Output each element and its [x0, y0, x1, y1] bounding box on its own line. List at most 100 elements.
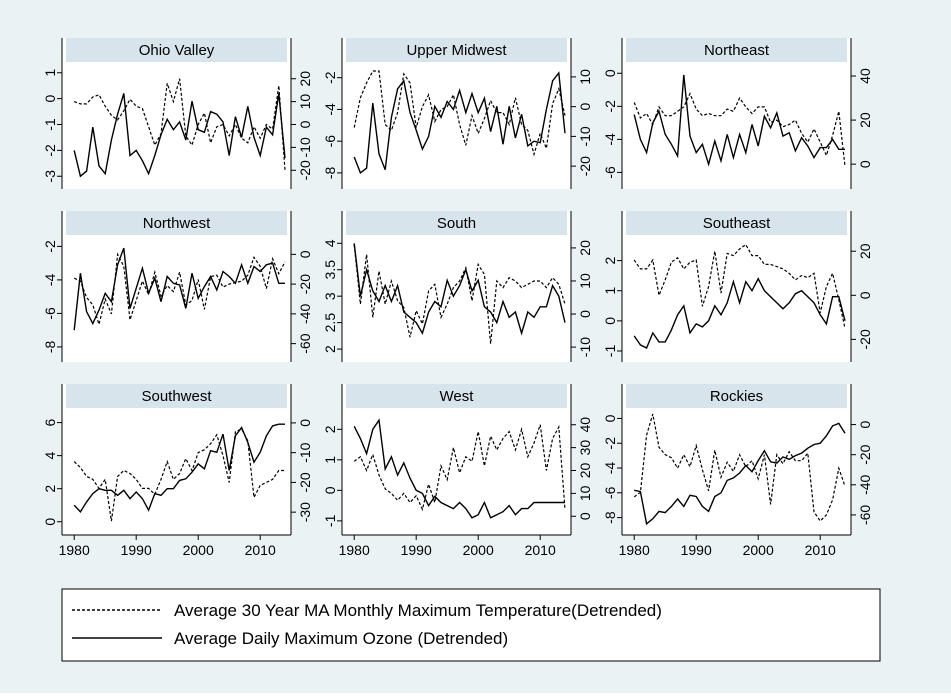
panel-title: Upper Midwest	[406, 42, 507, 59]
temperature-series-line	[353, 244, 566, 344]
plot-area	[62, 38, 291, 189]
x-tick-label: 2010	[805, 542, 836, 558]
x-tick-label: 2000	[743, 542, 774, 558]
left-tick-label: -2	[42, 240, 58, 253]
right-tick-label: -20	[297, 274, 313, 294]
right-tick-label: 10	[577, 273, 593, 289]
ozone-series-line	[73, 423, 285, 513]
right-tick-label: -30	[297, 502, 313, 522]
left-tick-label: 2	[42, 485, 58, 493]
legend-box	[61, 588, 881, 662]
temperature-series-line	[633, 92, 846, 167]
ozone-series-line	[634, 422, 846, 526]
right-tick-label: -60	[297, 333, 313, 353]
left-tick-label: -6	[602, 166, 618, 179]
left-tick-label: 3.5	[322, 260, 338, 280]
temperature-series-line	[73, 428, 285, 522]
left-tick-label: -8	[42, 341, 58, 354]
plot-area	[62, 211, 291, 362]
x-tick-label: 1980	[619, 542, 650, 558]
right-tick-label: 0	[577, 103, 593, 111]
right-tick-label: 20	[857, 243, 873, 259]
legend-label: Average Daily Maximum Ozone (Detrended)	[174, 629, 508, 648]
left-tick-label: 0	[602, 414, 618, 422]
left-tick-label: -1	[322, 514, 338, 527]
left-tick-label: 2.5	[322, 313, 338, 333]
left-tick-label: -6	[322, 135, 338, 148]
panel-northeast: Northeast -6 -4 -2 0 0 20 40	[602, 38, 873, 189]
left-tick-label: 2	[602, 256, 618, 264]
panel-title: Southwest	[141, 388, 212, 405]
left-tick-label: 0	[602, 69, 618, 77]
x-tick-label: 2000	[463, 542, 494, 558]
left-tick-label: -6	[42, 307, 58, 320]
legend-label: Average 30 Year MA Monthly Maximum Tempe…	[174, 601, 662, 620]
left-tick-label: -8	[322, 166, 338, 179]
panel-title-strip	[66, 211, 287, 235]
temperature-series-line	[633, 243, 846, 329]
panel-title: Southeast	[703, 215, 771, 232]
right-tick-label: -20	[297, 160, 313, 180]
x-tick-label: 1990	[681, 542, 712, 558]
left-tick-label: 3	[322, 292, 338, 300]
right-tick-label: 0	[577, 512, 593, 520]
right-tick-label: 0	[857, 420, 873, 428]
ozone-series-line	[353, 418, 565, 519]
right-tick-label: -10	[297, 442, 313, 462]
left-tick-label: 1	[602, 287, 618, 295]
ozone-series-line	[73, 93, 286, 178]
right-tick-label: -20	[577, 156, 593, 176]
right-tick-label: 40	[857, 68, 873, 84]
left-tick-label: -4	[602, 462, 618, 475]
right-tick-label: 30	[577, 440, 593, 456]
panel-title-strip	[346, 384, 567, 408]
left-tick-label: -3	[42, 170, 58, 183]
right-tick-label: -20	[297, 472, 313, 492]
panel-south: South 2 2.5 3 3.5 4 -10 0 10 20	[322, 211, 593, 362]
panel-upper-midwest: Upper Midwest -8 -6 -4 -2 -20 -10 0 10	[322, 38, 593, 189]
right-tick-label: 0	[857, 291, 873, 299]
right-tick-label: 0	[297, 419, 313, 427]
panel-northwest: Northwest -8 -6 -4 -2 -60 -40 -20 0	[42, 211, 313, 362]
left-tick-label: -2	[602, 100, 618, 113]
plot-area	[342, 211, 571, 362]
x-tick-label: 1990	[401, 542, 432, 558]
temperature-series-line	[353, 424, 566, 512]
temperature-series-line	[353, 70, 566, 157]
right-tick-label: 10	[577, 69, 593, 85]
left-tick-label: -4	[602, 133, 618, 146]
x-tick-label: 1980	[339, 542, 370, 558]
x-tick-label: 1980	[59, 542, 90, 558]
left-tick-label: -1	[602, 345, 618, 358]
legend: Average 30 Year MA Monthly Maximum Tempe…	[61, 588, 881, 662]
ozone-series-line	[633, 74, 845, 167]
right-tick-label: 10	[297, 94, 313, 110]
left-tick-label: 2	[322, 345, 338, 353]
panel-southwest: Southwest 0 2 4 6 -30 -20 -10 0 1980 1990 2000 2010	[42, 384, 313, 558]
plot-area	[342, 38, 571, 189]
panel-title-strip	[626, 384, 847, 408]
temperature-series-line	[73, 78, 286, 171]
right-tick-label: -20	[857, 329, 873, 349]
left-tick-label: 1	[322, 456, 338, 464]
left-tick-label: -2	[322, 71, 338, 84]
x-tick-label: 2000	[183, 542, 214, 558]
panel-title: Ohio Valley	[139, 42, 215, 59]
x-tick-label: 1990	[121, 542, 152, 558]
right-tick-label: -60	[857, 505, 873, 525]
left-tick-label: 4	[322, 239, 338, 247]
left-tick-label: -8	[602, 511, 618, 524]
left-tick-label: -6	[602, 486, 618, 499]
panel-title-strip	[346, 211, 567, 235]
panel-title-strip	[626, 38, 847, 62]
right-tick-label: -20	[857, 444, 873, 464]
right-tick-label: -10	[577, 126, 593, 146]
x-tick-label: 2010	[245, 542, 276, 558]
left-tick-label: 0	[602, 317, 618, 325]
x-tick-label: 2010	[525, 542, 556, 558]
left-tick-label: 2	[322, 425, 338, 433]
